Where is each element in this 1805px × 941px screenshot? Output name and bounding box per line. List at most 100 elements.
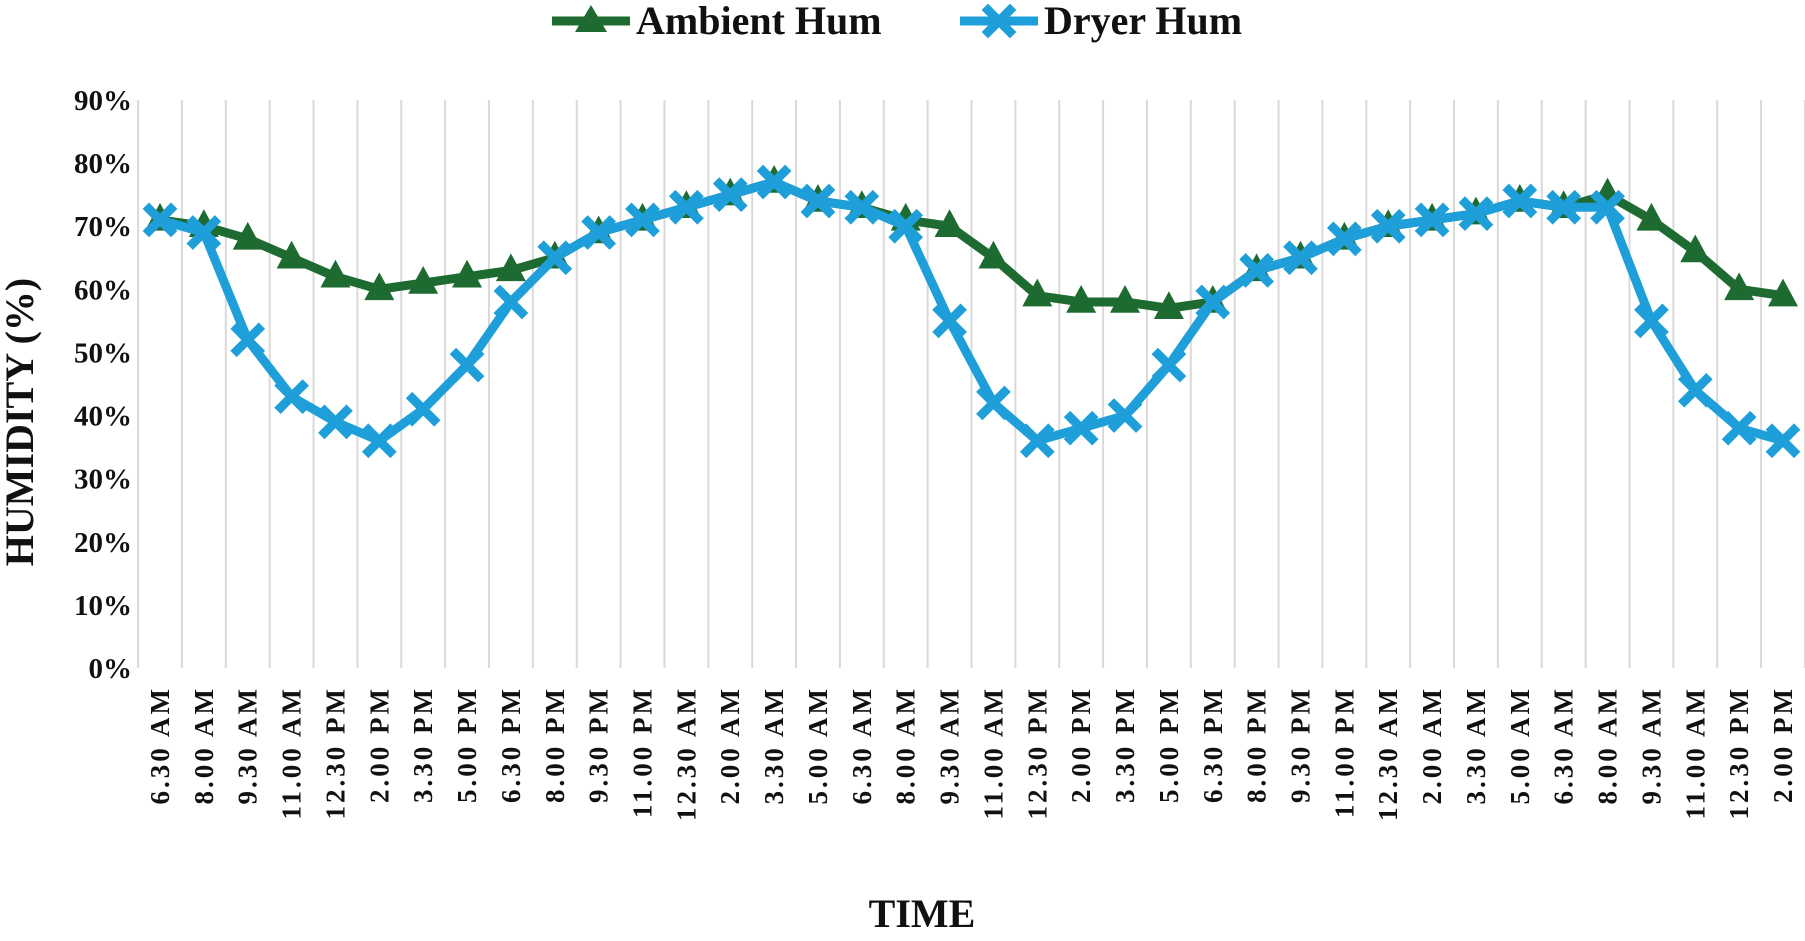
data-point [1768,278,1798,307]
x-tick-label: 12.30 PM [1022,686,1052,819]
x-tick-label: 3.30 AM [759,686,789,805]
data-point [361,423,397,459]
x-tick-label: 9.30 PM [1285,686,1315,803]
legend-item-dryer: Dryer Hum [960,0,1242,43]
data-point [1590,189,1625,225]
data-point [625,202,660,238]
data-point [276,240,307,269]
x-tick-label: 12.30 PM [320,686,350,819]
data-point [1022,278,1053,307]
data-point [978,240,1009,269]
data-point [888,208,924,244]
data-point [1195,284,1231,320]
x-tick-label: 3.30 PM [1110,686,1140,803]
x-tick-label: 5.00 AM [1505,686,1535,805]
x-tick-label: 11.00 AM [978,686,1008,820]
data-point [320,259,351,288]
legend-dryer-marker [981,3,1017,39]
y-tick-label: 80% [74,148,132,180]
y-tick-label: 90% [74,85,132,117]
legend-item-ambient: Ambient Hum [552,0,882,43]
y-axis-title: HUMIDITY (%) [0,278,42,567]
data-point [1677,372,1713,408]
data-point [1546,189,1582,225]
y-tick-label: 40% [74,401,132,433]
legend: Ambient Hum Dryer Hum [552,0,1242,43]
x-axis-ticks: 6.30 AM 8.00 AM 9.30 AM 11.00 AM 12.30 PM 2.0… [145,686,1798,821]
x-tick-label: 2.00 PM [1066,686,1096,803]
data-point [1680,234,1711,263]
data-point [1151,347,1187,383]
data-point [669,189,704,225]
data-point [1721,410,1757,446]
x-tick-label: 8.00 AM [891,686,921,805]
y-tick-label: 0% [89,653,133,685]
x-tick-label: 12.30 PM [1724,686,1754,819]
legend-dryer-label: Dryer Hum [1044,0,1242,43]
data-point [274,379,309,414]
data-point [1066,284,1097,313]
data-point [1063,410,1099,446]
data-point [932,303,967,339]
data-point [934,209,965,237]
data-point [232,221,263,250]
data-point [1107,398,1143,433]
x-tick-label: 11.00 PM [1329,686,1359,818]
x-tick-label: 8.00 PM [540,686,570,803]
x-tick-label: 6.30 AM [1549,686,1579,805]
data-point [844,189,880,225]
data-point [1502,183,1538,219]
data-point [981,3,1017,39]
x-tick-label: 11.00 AM [277,686,307,820]
x-tick-label: 8.00 AM [1593,686,1623,805]
data-point [452,259,483,288]
x-tick-label: 5.00 PM [1154,686,1184,803]
x-tick-label: 5.00 AM [803,686,833,805]
data-point [230,322,266,358]
y-tick-label: 60% [74,274,132,306]
x-tick-label: 9.30 AM [1636,686,1666,805]
x-tick-label: 5.00 PM [452,686,482,803]
data-point [712,177,748,213]
data-point [1458,196,1494,231]
data-point [1636,202,1667,231]
x-tick-label: 2.00 AM [715,686,745,805]
x-tick-label: 6.30 PM [1198,686,1228,803]
series-group [142,164,1801,459]
data-point [186,215,222,250]
x-tick-label: 8.00 PM [1242,686,1272,803]
x-tick-label: 2.00 PM [1768,686,1798,803]
data-point [800,183,836,219]
x-tick-label: 6.30 AM [145,686,175,805]
data-point [1326,221,1362,257]
y-axis-ticks: 0% 10% 20% 30% 40% 50% 60% 70% 80% 90% [74,85,132,685]
legend-ambient-marker [575,5,607,32]
data-point [449,347,485,383]
x-tick-label: 9.30 AM [935,686,965,805]
legend-ambient-label: Ambient Hum [636,0,882,43]
x-tick-label: 11.00 AM [1680,686,1710,820]
x-tick-label: 12.30 AM [671,686,701,821]
data-point [1414,202,1450,238]
y-tick-label: 20% [74,527,132,559]
data-point [1370,208,1406,244]
data-point [537,240,573,276]
x-tick-label: 9.30 AM [233,686,263,805]
data-point [408,266,439,294]
x-tick-label: 12.30 AM [1373,686,1403,821]
y-tick-label: 30% [74,464,132,496]
data-point [1239,253,1274,288]
data-point [1283,240,1318,276]
x-tick-label: 6.30 PM [496,686,526,803]
data-point [1110,284,1141,313]
y-tick-label: 50% [74,337,132,369]
data-point [1724,272,1755,301]
data-point [581,215,617,250]
y-tick-label: 70% [74,211,132,243]
data-point [1634,303,1669,339]
x-tick-label: 9.30 PM [584,686,614,803]
x-tick-label: 6.30 AM [847,686,877,805]
data-point [142,202,178,238]
y-tick-label: 10% [74,590,132,622]
